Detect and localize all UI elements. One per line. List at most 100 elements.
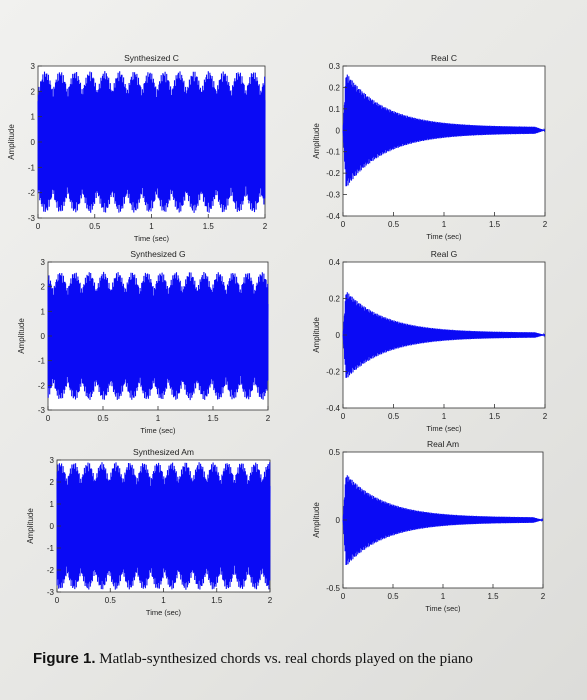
y-tick-label: -2 — [38, 381, 46, 390]
x-tick-label: 1 — [442, 220, 447, 229]
y-axis-label: Amplitude — [26, 508, 35, 544]
y-tick-label: -0.2 — [326, 169, 340, 178]
figure-caption: Figure 1. Matlab-synthesized chords vs. … — [33, 650, 473, 668]
subplot-title: Real Am — [427, 439, 459, 449]
subplot-3: 0 0.5 1 1.5 2 3 2 1 0 -1 -2 -3 Synthesized G Time (se… — [17, 249, 271, 435]
waveform-series — [342, 475, 544, 566]
y-tick-label: -2 — [47, 566, 55, 575]
caption-text: Matlab-synthesized chords vs. real chord… — [95, 651, 473, 667]
x-tick-label: 0.5 — [388, 220, 400, 229]
waveform-series — [47, 271, 269, 401]
y-tick-label: -2 — [28, 189, 36, 198]
y-tick-label: 0 — [336, 331, 341, 340]
x-tick-label: 0 — [341, 592, 346, 601]
subplot-title: Synthesized G — [130, 249, 185, 259]
figure-canvas: 0 0.5 1 1.5 2 3 2 1 0 -1 -2 -3 Synthesized C Time (se… — [7, 53, 548, 617]
x-axis-label: Time (sec) — [140, 426, 176, 435]
subplot-2: 0 0.5 1 1.5 2 0.3 0.2 0.1 0 -0.1 -0.2 -0.3 -0.4 Real … — [312, 53, 548, 241]
y-tick-label: 3 — [31, 62, 36, 71]
x-tick-label: 1 — [442, 412, 447, 421]
y-axis-label: Amplitude — [17, 318, 26, 354]
y-axis-label: Amplitude — [312, 123, 321, 159]
y-tick-label: 0 — [336, 516, 341, 525]
y-tick-label: -1 — [47, 544, 55, 553]
y-tick-label: 2 — [41, 283, 46, 292]
y-tick-label: -0.3 — [326, 191, 340, 200]
y-tick-label: 0 — [31, 138, 36, 147]
x-tick-label: 1 — [161, 596, 166, 605]
y-tick-label: 0 — [41, 332, 46, 341]
x-tick-label: 1.5 — [489, 412, 501, 421]
y-axis-label: Amplitude — [7, 124, 16, 160]
x-tick-label: 0 — [341, 220, 346, 229]
subplot-5: 0 0.5 1 1.5 2 3 2 1 0 -1 -2 -3 Synthesized Am Time (s… — [26, 447, 273, 617]
waveform-series — [342, 292, 546, 378]
y-tick-label: -1 — [38, 357, 46, 366]
x-tick-label: 0 — [36, 222, 41, 231]
subplot-4: 0 0.5 1 1.5 2 0.4 0.2 0 -0.2 -0.4 Real G Time (sec)… — [312, 249, 548, 433]
waveform-series — [342, 74, 546, 187]
x-axis-label: Time (sec) — [426, 424, 462, 433]
x-tick-label: 2 — [541, 592, 546, 601]
x-tick-label: 2 — [266, 414, 271, 423]
y-tick-label: -0.2 — [326, 368, 340, 377]
y-tick-label: -0.4 — [326, 212, 340, 221]
y-tick-label: 2 — [50, 478, 55, 487]
subplot-title: Real C — [431, 53, 457, 63]
x-tick-label: 0.5 — [105, 596, 117, 605]
subplot-title: Synthesized Am — [133, 447, 194, 457]
y-tick-label: -3 — [28, 214, 36, 223]
y-tick-label: 3 — [41, 258, 46, 267]
x-tick-label: 0.5 — [89, 222, 101, 231]
y-axis-label: Amplitude — [312, 317, 321, 353]
x-tick-label: 0.5 — [97, 414, 109, 423]
y-tick-label: 0.1 — [329, 105, 341, 114]
x-axis-label: Time (sec) — [426, 232, 462, 241]
subplot-title: Real G — [431, 249, 457, 259]
x-tick-label: 1.5 — [211, 596, 223, 605]
y-tick-label: -0.4 — [326, 404, 340, 413]
y-tick-label: 0.3 — [329, 62, 341, 71]
x-axis-label: Time (sec) — [134, 234, 170, 243]
y-tick-label: 1 — [41, 307, 46, 316]
x-tick-label: 1 — [156, 414, 161, 423]
x-tick-label: 1 — [441, 592, 446, 601]
subplot-title: Synthesized C — [124, 53, 179, 63]
x-tick-label: 1.5 — [487, 592, 499, 601]
x-tick-label: 0 — [46, 414, 51, 423]
y-tick-label: -0.5 — [326, 584, 340, 593]
x-tick-label: 2 — [268, 596, 273, 605]
x-tick-label: 1.5 — [489, 220, 501, 229]
y-tick-label: -0.1 — [326, 148, 340, 157]
x-tick-label: 0 — [341, 412, 346, 421]
y-tick-label: -3 — [38, 406, 46, 415]
y-tick-label: 1 — [50, 500, 55, 509]
subplot-1: 0 0.5 1 1.5 2 3 2 1 0 -1 -2 -3 Synthesized C Time (se… — [7, 53, 268, 243]
waveform-series — [37, 71, 266, 213]
y-tick-label: 3 — [50, 456, 55, 465]
y-tick-label: 0.5 — [329, 448, 341, 457]
y-tick-label: 2 — [31, 87, 36, 96]
y-tick-label: 1 — [31, 113, 36, 122]
x-tick-label: 2 — [543, 412, 548, 421]
x-tick-label: 2 — [263, 222, 268, 231]
waveform-series — [56, 462, 271, 590]
y-tick-label: 0.2 — [329, 83, 341, 92]
x-tick-label: 0.5 — [388, 412, 400, 421]
x-tick-label: 1.5 — [203, 222, 215, 231]
y-tick-label: 0 — [50, 522, 55, 531]
y-tick-label: -1 — [28, 163, 36, 172]
y-axis-label: Amplitude — [312, 502, 321, 538]
y-tick-label: 0.4 — [329, 258, 341, 267]
x-tick-label: 0.5 — [387, 592, 399, 601]
x-tick-label: 2 — [543, 220, 548, 229]
x-axis-label: Time (sec) — [425, 604, 461, 613]
x-axis-label: Time (sec) — [146, 608, 182, 617]
y-tick-label: 0 — [336, 126, 341, 135]
x-tick-label: 1.5 — [207, 414, 219, 423]
y-tick-label: 0.2 — [329, 295, 341, 304]
y-tick-label: -3 — [47, 588, 55, 597]
caption-label: Figure 1. — [33, 650, 96, 667]
x-tick-label: 1 — [149, 222, 154, 231]
